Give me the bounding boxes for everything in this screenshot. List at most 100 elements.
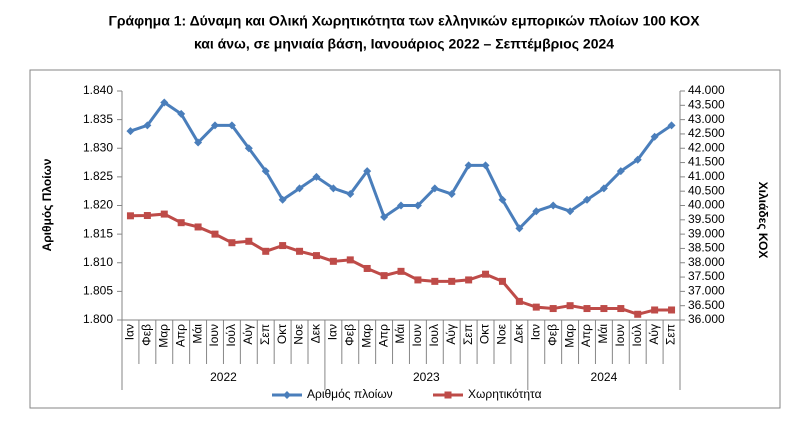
y2-tick-label: 38.500: [688, 241, 725, 255]
x-group-label: 2023: [413, 370, 440, 384]
data-point: [261, 167, 270, 176]
data-point: [515, 297, 523, 305]
y2-tick-label: 42.000: [688, 140, 725, 154]
data-point: [650, 132, 659, 141]
y2-tick-label: 44.000: [688, 83, 725, 97]
y2-tick-label: 41.500: [688, 155, 725, 169]
data-point: [296, 247, 304, 255]
data-point: [413, 201, 422, 210]
x-tick-label: Μαρ: [156, 324, 170, 348]
y-tick-label: 1.820: [83, 198, 113, 212]
x-tick-label: Φεβ: [342, 324, 356, 346]
data-point: [329, 184, 338, 193]
data-point: [397, 267, 405, 275]
y2-tick-label: 40.500: [688, 183, 725, 197]
data-point: [482, 270, 490, 278]
data-point: [143, 121, 152, 130]
data-point: [430, 184, 439, 193]
x-tick-label: Οκτ: [478, 324, 492, 344]
legend-marker: [283, 391, 291, 399]
data-point: [464, 161, 473, 170]
y-tick-label: 1.840: [83, 83, 113, 97]
data-point: [143, 212, 151, 220]
chart-title: Γράφημα 1: Δύναμη και Ολική Χωρητικότητα…: [108, 13, 700, 29]
y2-tick-label: 36.000: [688, 312, 725, 326]
data-point: [295, 184, 304, 193]
x-tick-label: Μάι: [190, 324, 204, 344]
data-point: [549, 305, 557, 313]
x-tick-label: Ιαν: [326, 324, 340, 340]
x-tick-label: Απρ: [173, 324, 187, 347]
x-tick-label: Νοε: [292, 323, 306, 344]
legend-label: Χωρητικότητα: [468, 387, 542, 401]
y2-tick-label: 37.000: [688, 284, 725, 298]
x-tick-label: Φεβ: [545, 324, 559, 346]
y2-tick-label: 38.000: [688, 255, 725, 269]
chart-border: [29, 69, 781, 409]
y-tick-label: 1.830: [83, 140, 113, 154]
data-point: [363, 167, 372, 176]
series-line: [129, 100, 673, 231]
data-point: [278, 195, 287, 204]
data-point: [414, 276, 422, 284]
data-point: [363, 264, 371, 272]
x-tick-label: Μάι: [393, 324, 407, 344]
data-point: [177, 109, 186, 118]
x-tick-label: Ιουλ: [427, 324, 441, 347]
data-point: [498, 195, 507, 204]
x-tick-label: Απρ: [579, 324, 593, 347]
chart-title: και άνω, σε μηνιαία βάση, Ιανουάριος 202…: [194, 36, 614, 52]
y-tick-label: 1.815: [83, 226, 113, 240]
legend-marker: [444, 391, 452, 399]
data-point: [617, 305, 625, 313]
y-tick-label: 1.805: [83, 284, 113, 298]
x-tick-label: Ιουν: [207, 324, 221, 347]
x-group-label: 2024: [591, 370, 618, 384]
data-point: [668, 306, 676, 314]
x-tick-label: Δεκ: [512, 323, 526, 343]
data-point: [583, 195, 591, 204]
y2-tick-label: 40.000: [688, 198, 725, 212]
data-point: [498, 277, 506, 285]
data-point: [380, 212, 389, 221]
x-tick-label: Ιούλ: [630, 324, 644, 347]
data-point: [160, 98, 169, 107]
y2-tick-label: 43.000: [688, 112, 725, 126]
data-point: [616, 167, 625, 176]
data-point: [465, 276, 473, 284]
x-tick-label: Απρ: [376, 324, 390, 347]
x-tick-label: Ιαν: [123, 324, 137, 340]
x-tick-label: Μαρ: [562, 324, 576, 348]
x-tick-label: Δεκ: [309, 323, 323, 343]
x-tick-label: Μαρ: [359, 324, 373, 348]
data-point: [211, 230, 219, 238]
data-point: [651, 306, 659, 314]
data-point: [126, 212, 134, 220]
y2-tick-label: 42.500: [688, 126, 725, 140]
data-point: [600, 305, 608, 313]
x-tick-label: Σεπ: [664, 324, 678, 345]
y-axis-title: Αριθμός Πλοίων: [40, 158, 54, 251]
x-tick-label: Οκτ: [275, 324, 289, 344]
data-point: [599, 184, 608, 193]
x-tick-label: Ιούλ: [224, 324, 238, 347]
data-point: [448, 277, 456, 285]
x-tick-label: Αύγ: [241, 324, 255, 345]
x-tick-label: Σεπ: [461, 324, 475, 345]
y2-tick-label: 43.500: [688, 97, 725, 111]
y-tick-label: 1.835: [83, 112, 113, 126]
y2-tick-label: 41.000: [688, 169, 725, 183]
data-point: [346, 256, 354, 264]
x-tick-label: Ιουν: [613, 324, 627, 347]
y2-tick-label: 37.500: [688, 269, 725, 283]
data-point: [194, 138, 203, 147]
data-point: [532, 303, 540, 311]
data-point: [312, 252, 320, 260]
data-point: [633, 155, 642, 164]
data-point: [312, 172, 321, 181]
data-point: [566, 207, 575, 216]
data-point: [262, 247, 270, 255]
x-group-label: 2022: [210, 370, 237, 384]
data-point: [177, 219, 185, 227]
data-point: [583, 305, 591, 313]
